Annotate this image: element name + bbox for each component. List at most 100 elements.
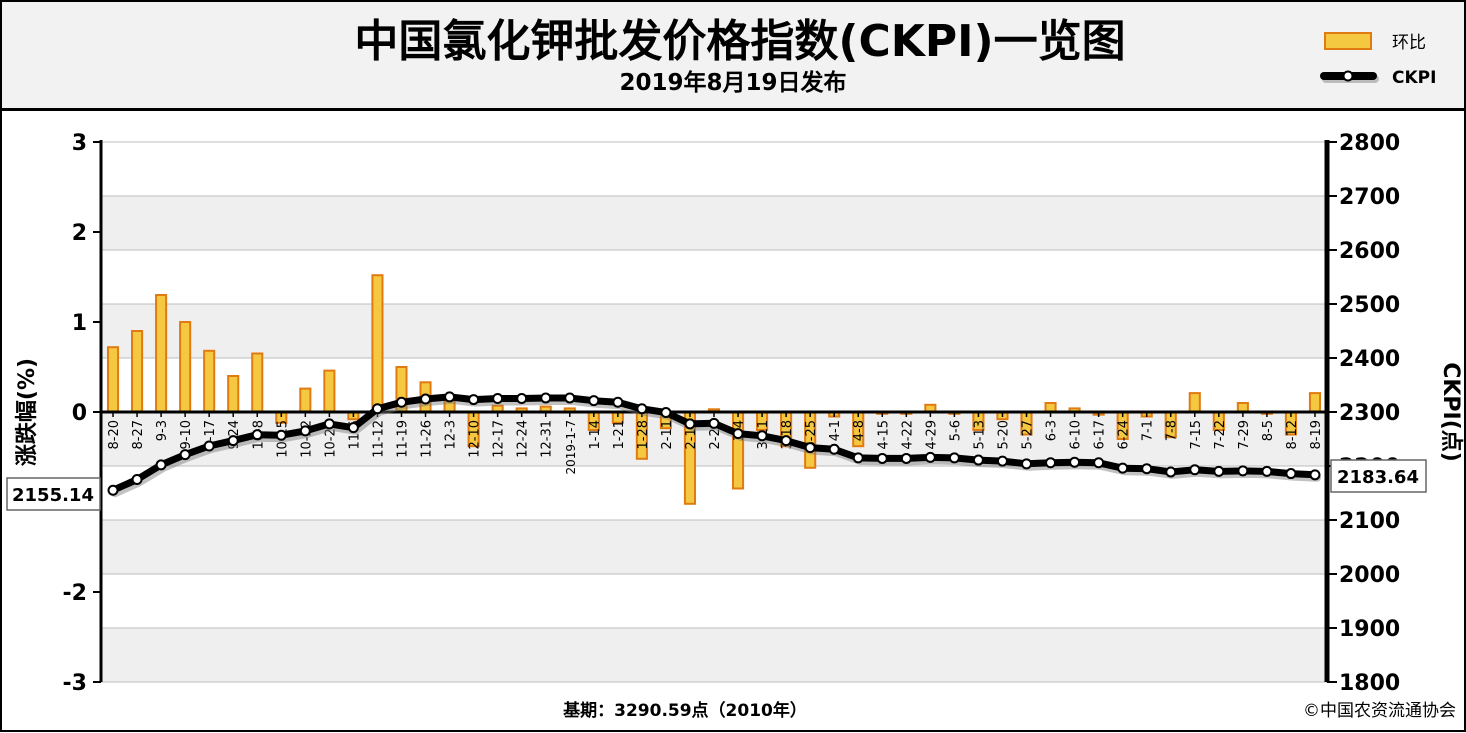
change-bar [299, 387, 312, 414]
y-axis-right-label: CKPI(点) [1438, 362, 1464, 462]
ckpi-point [107, 484, 119, 496]
grid-band [101, 628, 1327, 682]
first-value-callout: 2155.14 [6, 477, 101, 511]
ckpi-point [1045, 457, 1057, 469]
ckpi-point [1237, 465, 1249, 477]
y-left-tick-label: 3 [72, 131, 87, 156]
x-tick-label: 10-29 [323, 420, 338, 458]
ckpi-point [516, 393, 528, 404]
x-tick-label: 11-12 [371, 420, 386, 458]
ckpi-point [876, 452, 888, 464]
ckpi-point [852, 452, 864, 464]
x-tick-label: 8-27 [131, 420, 146, 450]
last-value-callout: 2183.64 [1330, 459, 1427, 493]
x-tick-label: 5-27 [1021, 420, 1036, 450]
y-left-tick-label: 2 [72, 221, 87, 246]
y-axis-left-label: 涨跌幅(%) [15, 358, 40, 466]
ckpi-point [227, 435, 239, 447]
y-right-tick-label: 2000 [1339, 563, 1400, 588]
first-value-label: 2155.14 [12, 485, 94, 506]
x-tick-label: 7-22 [1213, 420, 1228, 450]
header-panel [0, 0, 1466, 110]
y-right-tick-label: 2700 [1339, 185, 1400, 210]
x-tick-label: 9-3 [155, 420, 170, 441]
change-bar [203, 349, 216, 413]
x-tick-label: 6-24 [1117, 420, 1132, 450]
x-tick-label: 1-28 [636, 420, 651, 450]
base-period-note: 基期：3290.59点（2010年） [562, 700, 807, 721]
x-tick-label: 8-20 [107, 420, 122, 450]
ckpi-point [972, 454, 984, 466]
x-tick-label: 7-15 [1189, 420, 1204, 450]
ckpi-point [371, 403, 383, 415]
ckpi-point [1141, 463, 1153, 475]
ckpi-point [660, 407, 672, 419]
ckpi-point [275, 429, 287, 441]
y-left-tick-label: -3 [63, 671, 87, 696]
x-tick-label: 1-21 [612, 420, 627, 450]
legend-bar-label: 环比 [1392, 33, 1426, 53]
ckpi-point [468, 394, 480, 406]
x-tick-label: 5-13 [972, 420, 987, 450]
ckpi-point [1285, 468, 1297, 480]
ckpi-point [179, 449, 191, 461]
y-left-tick-label: 0 [72, 401, 87, 426]
ckpi-point [780, 435, 792, 447]
ckpi-point [299, 425, 311, 437]
x-tick-label: 11-19 [395, 420, 410, 458]
x-tick-label: 8-12 [1285, 420, 1300, 450]
ckpi-point [347, 422, 359, 434]
chart-title: 中国氯化钾批发价格指数(CKPI)一览图 [354, 16, 1125, 67]
x-tick-label: 2-11 [660, 420, 675, 450]
ckpi-point [732, 428, 744, 440]
ckpi-point [564, 392, 576, 404]
ckpi-point [492, 393, 504, 404]
ckpi-point [395, 396, 407, 408]
ckpi-point [612, 396, 624, 408]
x-tick-label: 4-1 [828, 420, 843, 441]
y-left-tick-label: -2 [63, 581, 87, 606]
change-bar [179, 321, 192, 413]
x-tick-label: 8-19 [1309, 420, 1324, 450]
ckpi-point [1117, 462, 1129, 474]
ckpi-point [1165, 466, 1177, 478]
y-right-tick-label: 2800 [1339, 131, 1400, 156]
x-tick-label: 4-8 [852, 420, 867, 441]
chart-subtitle: 2019年8月19日发布 [619, 69, 846, 96]
x-tick-label: 4-22 [900, 420, 915, 450]
ckpi-point [1093, 457, 1105, 469]
y-right-tick-label: 2100 [1339, 509, 1400, 534]
ckpi-point [540, 392, 552, 404]
first-value-box [6, 477, 101, 511]
ckpi-point [131, 474, 143, 485]
grid-band [101, 304, 1327, 358]
change-bar [1308, 392, 1322, 414]
x-tick-label: 4-15 [876, 420, 891, 450]
x-tick-label: 7-1 [1141, 420, 1156, 441]
plot-area: 8-208-279-39-109-179-2410-810-1510-2210-… [63, 131, 1401, 696]
ckpi-point [323, 418, 335, 430]
x-tick-label: 2019-1-7 [564, 420, 578, 474]
x-tick-label: 12-24 [516, 420, 531, 458]
change-bar [227, 375, 240, 413]
ckpi-point [900, 452, 912, 464]
x-tick-label: 12-3 [444, 420, 459, 450]
y-right-tick-label: 1900 [1339, 617, 1400, 642]
x-tick-label: 12-10 [468, 420, 483, 458]
y-right-tick-label: 1800 [1339, 671, 1400, 696]
x-tick-label: 7-8 [1165, 420, 1180, 441]
x-tick-label: 3-25 [804, 420, 819, 450]
ckpi-point [588, 395, 600, 407]
x-tick-label: 12-17 [492, 420, 507, 458]
legend-line-label: CKPI [1392, 68, 1436, 88]
legend-line-marker [1342, 70, 1354, 82]
grid-band [101, 520, 1327, 574]
ckpi-point [1021, 458, 1033, 470]
x-tick-label: 5-6 [948, 420, 963, 441]
x-tick-label: 11-26 [420, 420, 435, 458]
x-tick-label: 6-3 [1045, 420, 1060, 441]
ckpi-point [996, 455, 1008, 467]
change-bar [131, 330, 144, 413]
ckpi-point [1189, 464, 1201, 476]
change-bar [323, 369, 336, 414]
